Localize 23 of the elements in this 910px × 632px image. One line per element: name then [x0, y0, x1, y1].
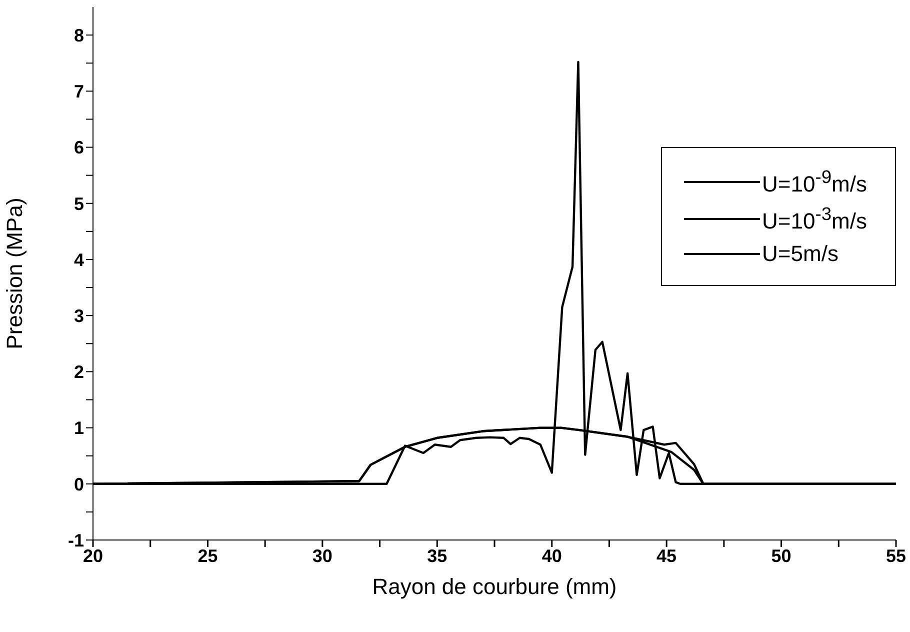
x-tick-label: 20: [82, 546, 104, 566]
x-axis-title: Rayon de courbure (mm): [372, 574, 617, 599]
legend-label: U=10$^{-9}$m/s: [762, 166, 867, 198]
x-tick-label: 25: [198, 546, 218, 566]
y-axis-title: Pression (MPa): [2, 198, 27, 350]
y-tick-label: 4: [74, 250, 84, 270]
x-tick-label: 35: [427, 546, 448, 566]
y-tick-label: 8: [74, 25, 84, 46]
y-tick-label: 7: [74, 82, 84, 102]
x-tick-label: 45: [656, 546, 677, 566]
y-tick-label: 1: [74, 418, 84, 438]
legend-label: U=5m/s: [762, 240, 838, 267]
y-tick-label: -1: [68, 530, 84, 550]
x-tick-label: 30: [312, 546, 332, 566]
y-tick-label: 5: [74, 194, 84, 214]
y-tick-label: 0: [74, 474, 84, 494]
legend-label: U=10$^{-3}$m/s: [762, 203, 867, 235]
y-tick-label: 2: [74, 362, 84, 382]
x-tick-label: 40: [542, 546, 562, 566]
x-tick-label: 50: [771, 546, 792, 566]
x-tick-label: 55: [886, 546, 906, 566]
y-tick-label: 6: [74, 138, 84, 158]
y-tick-label: 3: [74, 306, 84, 326]
